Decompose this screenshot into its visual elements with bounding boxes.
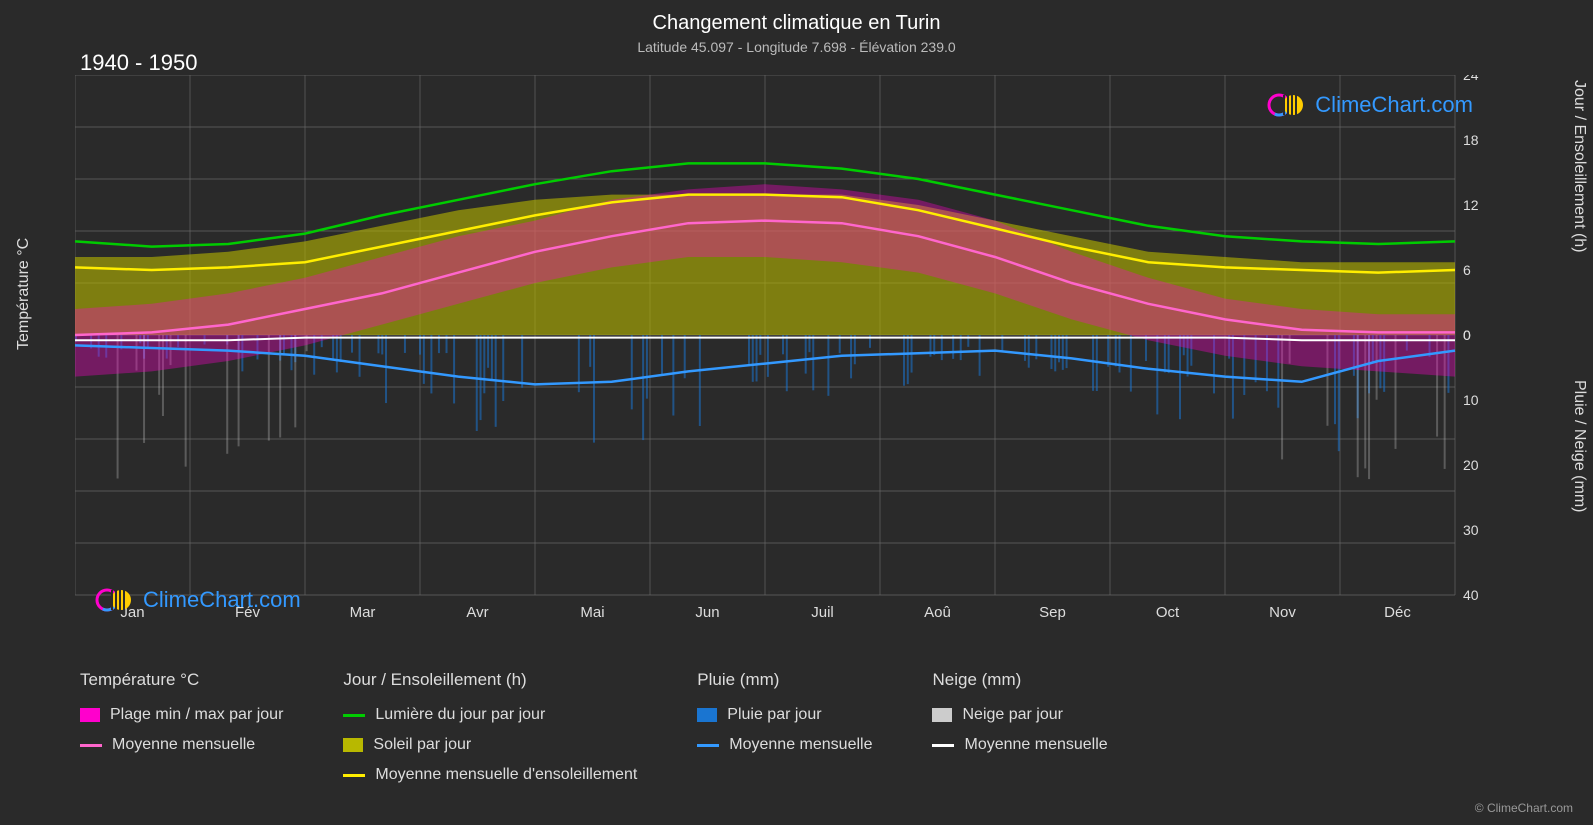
legend-item: Neige par jour (932, 706, 1107, 724)
legend-label: Soleil par jour (373, 736, 471, 754)
svg-text:20: 20 (1463, 457, 1479, 473)
legend-label: Plage min / max par jour (110, 706, 283, 724)
legend-label: Neige par jour (962, 706, 1063, 724)
legend-swatch (932, 708, 952, 722)
legend-swatch (932, 744, 954, 747)
svg-text:18: 18 (1463, 132, 1479, 148)
legend-group-daylight: Jour / Ensoleillement (h) Lumière du jour… (343, 670, 637, 784)
left-axis-label: Température °C (15, 238, 33, 350)
legend-label: Lumière du jour par jour (375, 706, 545, 724)
period-label: 1940 - 1950 (80, 50, 197, 76)
logo-icon (1267, 90, 1307, 120)
svg-text:40: 40 (1463, 587, 1479, 603)
watermark-bottom: ClimeChart.com (95, 585, 301, 615)
svg-text:10: 10 (1463, 392, 1479, 408)
legend-item: Moyenne mensuelle d'ensoleillement (343, 766, 637, 784)
legend-title: Pluie (mm) (697, 670, 872, 690)
legend-title: Neige (mm) (932, 670, 1107, 690)
legend-swatch (80, 744, 102, 747)
legend-swatch (343, 774, 365, 777)
legend-item: Plage min / max par jour (80, 706, 283, 724)
legend: Température °C Plage min / max par jour Mo… (80, 670, 1510, 784)
climate-chart: Changement climatique en Turin Latitude … (0, 0, 1593, 825)
svg-text:Avr: Avr (466, 604, 488, 621)
legend-label: Moyenne mensuelle (112, 736, 255, 754)
legend-group-rain: Pluie (mm) Pluie par jour Moyenne mensuell… (697, 670, 872, 784)
legend-title: Température °C (80, 670, 283, 690)
legend-item: Pluie par jour (697, 706, 872, 724)
svg-text:Mai: Mai (580, 604, 604, 621)
svg-text:0: 0 (1463, 327, 1471, 343)
legend-label: Moyenne mensuelle (964, 736, 1107, 754)
chart-svg: -50-40-30-20-100102030405006121824010203… (75, 75, 1505, 625)
svg-text:Mar: Mar (350, 604, 376, 621)
svg-text:Aoû: Aoû (924, 604, 951, 621)
svg-text:12: 12 (1463, 197, 1479, 213)
watermark-text: ClimeChart.com (143, 587, 301, 613)
legend-group-temp: Température °C Plage min / max par jour Mo… (80, 670, 283, 784)
svg-text:Déc: Déc (1384, 604, 1411, 621)
legend-swatch (343, 714, 365, 717)
legend-item: Moyenne mensuelle (932, 736, 1107, 754)
chart-title: Changement climatique en Turin (0, 0, 1593, 35)
legend-label: Moyenne mensuelle d'ensoleillement (375, 766, 637, 784)
legend-item: Moyenne mensuelle (697, 736, 872, 754)
copyright: © ClimeChart.com (1475, 801, 1573, 815)
legend-item: Lumière du jour par jour (343, 706, 637, 724)
legend-group-snow: Neige (mm) Neige par jour Moyenne mensuell… (932, 670, 1107, 784)
svg-text:Oct: Oct (1156, 604, 1180, 621)
legend-swatch (697, 744, 719, 747)
svg-text:Sep: Sep (1039, 604, 1066, 621)
watermark-text: ClimeChart.com (1315, 92, 1473, 118)
legend-label: Pluie par jour (727, 706, 821, 724)
legend-item: Soleil par jour (343, 736, 637, 754)
legend-label: Moyenne mensuelle (729, 736, 872, 754)
svg-text:24: 24 (1463, 75, 1479, 83)
svg-text:6: 6 (1463, 262, 1471, 278)
plot-area: -50-40-30-20-100102030405006121824010203… (75, 75, 1505, 625)
chart-subtitle: Latitude 45.097 - Longitude 7.698 - Élév… (0, 35, 1593, 55)
watermark-top: ClimeChart.com (1267, 90, 1473, 120)
right-axis-top-label: Jour / Ensoleillement (h) (1570, 80, 1588, 253)
legend-swatch (343, 738, 363, 752)
svg-text:Nov: Nov (1269, 604, 1296, 621)
legend-swatch (80, 708, 100, 722)
logo-icon (95, 585, 135, 615)
legend-swatch (697, 708, 717, 722)
legend-title: Jour / Ensoleillement (h) (343, 670, 637, 690)
svg-text:Jun: Jun (695, 604, 719, 621)
right-axis-bottom-label: Pluie / Neige (mm) (1570, 380, 1588, 512)
svg-text:30: 30 (1463, 522, 1479, 538)
legend-item: Moyenne mensuelle (80, 736, 283, 754)
svg-text:Juil: Juil (811, 604, 834, 621)
